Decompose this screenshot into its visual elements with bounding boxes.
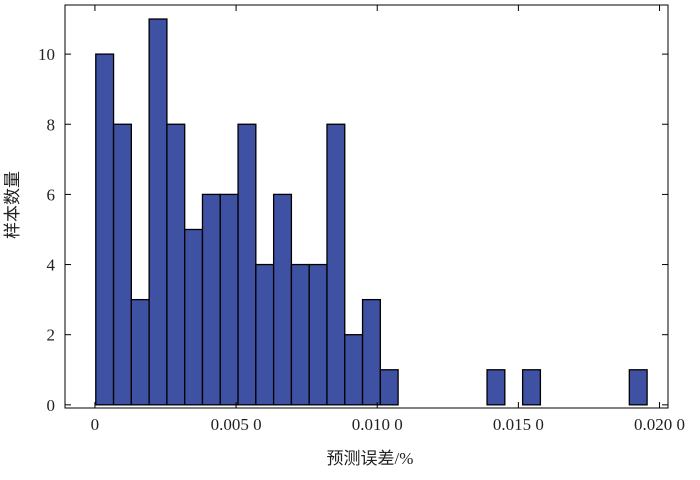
bar xyxy=(628,369,648,406)
bar xyxy=(290,263,310,406)
bar xyxy=(326,123,346,406)
y-tick-label: 2 xyxy=(47,326,56,345)
plot-frame xyxy=(64,4,669,409)
x-tick-label: 0.015 0 xyxy=(493,415,544,434)
y-tick-label: 10 xyxy=(38,45,55,64)
y-tick-label: 4 xyxy=(47,256,56,275)
bar xyxy=(255,263,275,406)
x-tick-label: 0.020 0 xyxy=(634,415,685,434)
bar xyxy=(201,193,221,406)
x-tick-label: 0.005 0 xyxy=(211,415,262,434)
bar xyxy=(344,334,364,406)
y-axis-label: 样本数量 xyxy=(3,171,22,239)
bar xyxy=(130,298,150,406)
bar xyxy=(166,123,186,406)
y-tick-label: 6 xyxy=(47,185,56,204)
bar xyxy=(486,369,506,406)
bar xyxy=(184,228,204,406)
bar xyxy=(361,298,381,406)
y-tick-label: 8 xyxy=(47,115,56,134)
bar xyxy=(219,193,239,406)
bar xyxy=(521,369,542,406)
bar xyxy=(272,193,293,406)
x-tick-label: 0.010 0 xyxy=(352,415,403,434)
x-tick-label: 0 xyxy=(91,415,100,434)
bar xyxy=(112,123,132,406)
bar xyxy=(148,18,168,406)
bar xyxy=(237,123,257,406)
y-tick-label: 0 xyxy=(47,396,56,415)
x-axis-label: 预测误差/% xyxy=(327,449,414,468)
bar xyxy=(379,369,399,406)
bar xyxy=(95,53,115,406)
bar xyxy=(308,263,328,406)
